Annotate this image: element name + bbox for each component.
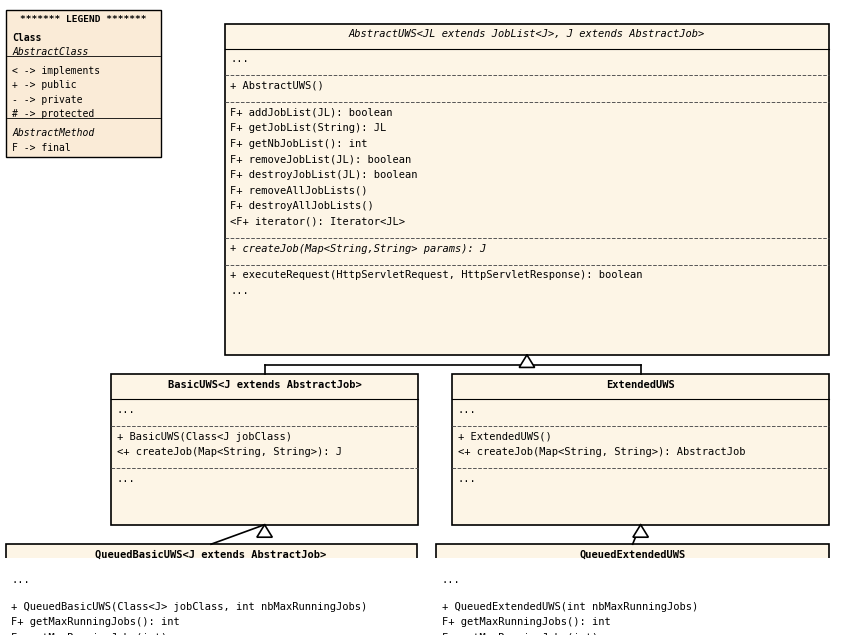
Text: F -> final: F -> final (13, 143, 71, 152)
Polygon shape (257, 525, 272, 537)
Text: < -> implements: < -> implements (13, 66, 100, 76)
Text: F+ removeJobList(JL): boolean: F+ removeJobList(JL): boolean (230, 154, 411, 164)
FancyBboxPatch shape (225, 23, 828, 355)
Text: QueuedExtendedUWS: QueuedExtendedUWS (579, 550, 685, 559)
Text: ...: ... (457, 474, 476, 484)
FancyBboxPatch shape (452, 375, 828, 525)
Text: Class: Class (13, 32, 41, 43)
FancyBboxPatch shape (6, 10, 161, 157)
Text: ******* LEGEND *******: ******* LEGEND ******* (20, 15, 147, 24)
Text: F+ setMaxRunningJobs(int): F+ setMaxRunningJobs(int) (441, 632, 598, 635)
Text: QueuedBasicUWS<J extends AbstractJob>: QueuedBasicUWS<J extends AbstractJob> (95, 550, 327, 559)
Text: F+ getNbJobList(): int: F+ getNbJobList(): int (230, 139, 367, 149)
Text: + QueuedExtendedUWS(int nbMaxRunningJobs): + QueuedExtendedUWS(int nbMaxRunningJobs… (441, 601, 697, 612)
Text: <F+ iterator(): Iterator<JL>: <F+ iterator(): Iterator<JL> (230, 217, 405, 227)
FancyBboxPatch shape (436, 544, 828, 635)
Text: + executeRequest(HttpServletRequest, HttpServletResponse): boolean: + executeRequest(HttpServletRequest, Htt… (230, 271, 642, 280)
Text: ...: ... (12, 575, 30, 585)
Text: BasicUWS<J extends AbstractJob>: BasicUWS<J extends AbstractJob> (167, 380, 361, 390)
Text: F+ getMaxRunningJobs(): int: F+ getMaxRunningJobs(): int (441, 617, 610, 627)
Text: ...: ... (457, 405, 476, 415)
Text: + QueuedBasicUWS(Class<J> jobClass, int nbMaxRunningJobs): + QueuedBasicUWS(Class<J> jobClass, int … (12, 601, 367, 612)
Text: AbstractClass: AbstractClass (13, 47, 89, 57)
Text: AbstractUWS<JL extends JobList<J>, J extends AbstractJob>: AbstractUWS<JL extends JobList<J>, J ext… (349, 29, 704, 39)
Text: <+ createJob(Map<String, String>): J: <+ createJob(Map<String, String>): J (116, 447, 341, 457)
Text: <+ createJob(Map<String, String>): AbstractJob: <+ createJob(Map<String, String>): Abstr… (457, 447, 744, 457)
Text: F+ removeAllJobLists(): F+ removeAllJobLists() (230, 185, 367, 196)
Text: # -> protected: # -> protected (13, 109, 95, 119)
Text: - -> private: - -> private (13, 95, 83, 105)
FancyBboxPatch shape (6, 544, 416, 635)
Text: ...: ... (230, 54, 249, 64)
Text: + AbstractUWS(): + AbstractUWS() (230, 81, 324, 91)
Text: F+ destroyJobList(JL): boolean: F+ destroyJobList(JL): boolean (230, 170, 418, 180)
Text: ExtendedUWS: ExtendedUWS (605, 380, 674, 390)
Polygon shape (518, 355, 534, 368)
Text: F+ destroyAllJobLists(): F+ destroyAllJobLists() (230, 201, 374, 211)
Text: + -> public: + -> public (13, 81, 77, 90)
FancyBboxPatch shape (111, 375, 418, 525)
Text: F+ setMaxRunningJobs(int): F+ setMaxRunningJobs(int) (12, 632, 168, 635)
Text: F+ addJobList(JL): boolean: F+ addJobList(JL): boolean (230, 108, 392, 117)
Text: ...: ... (116, 474, 135, 484)
Text: ...: ... (441, 575, 460, 585)
Text: ...: ... (116, 405, 135, 415)
Polygon shape (632, 525, 647, 537)
Text: F+ getMaxRunningJobs(): int: F+ getMaxRunningJobs(): int (12, 617, 180, 627)
Text: ...: ... (230, 286, 249, 296)
Text: + createJob(Map<String,String> params): J: + createJob(Map<String,String> params): … (230, 244, 486, 253)
Text: + BasicUWS(Class<J jobClass): + BasicUWS(Class<J jobClass) (116, 432, 291, 442)
Text: AbstractMethod: AbstractMethod (13, 128, 95, 138)
Text: F+ getJobList(String): JL: F+ getJobList(String): JL (230, 123, 387, 133)
Text: + ExtendedUWS(): + ExtendedUWS() (457, 432, 551, 442)
